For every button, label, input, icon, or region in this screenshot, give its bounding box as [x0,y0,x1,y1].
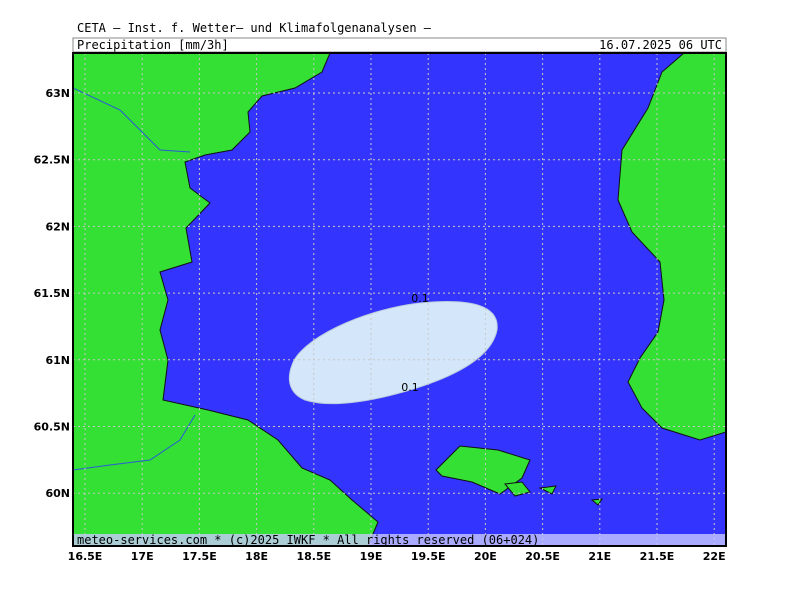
x-tick-label: 19E [360,550,383,563]
x-tick-label: 17.5E [182,550,217,563]
x-tick-label: 22E [703,550,726,563]
footer-strip [73,534,726,546]
y-tick-label: 61.5N [34,287,70,300]
x-tick-label: 19.5E [411,550,446,563]
y-tick-label: 60N [45,487,70,500]
y-tick-label: 62.5N [34,154,70,167]
contour-label: 0.1 [401,381,419,394]
land-sweden [73,53,379,546]
river [73,87,191,153]
x-tick-label: 18E [245,550,268,563]
x-tick-label: 20.5E [525,550,560,563]
land-finland [617,53,726,441]
footer-credit: meteo-services.com * (c)2025 IWKF * All … [77,533,539,547]
valid-time: 16.07.2025 06 UTC [599,38,722,52]
land-islet [504,481,604,506]
x-tick-label: 18.5E [296,550,331,563]
x-tick-label: 20E [474,550,497,563]
header-title: CETA — Inst. f. Wetter— und Klimafolgena… [77,21,432,35]
precipitation-area [288,300,498,405]
x-tick-label: 21.5E [640,550,675,563]
contour-label: 0.1 [411,292,429,305]
graticule [73,53,726,546]
y-tick-label: 61N [45,354,70,367]
tick-labels: 16.5E 17E 17.5E 18E 18.5E 19E 19.5E 20E 20.5E 21E… [34,87,726,563]
y-tick-label: 63N [45,87,70,100]
map-frame [72,52,727,547]
y-tick-label: 60.5N [34,421,70,434]
x-tick-label: 16.5E [68,550,103,563]
land-aland [435,445,531,495]
y-tick-label: 62N [45,220,70,233]
parameter-label: Precipitation [mm/3h] [77,38,229,52]
x-tick-label: 21E [588,550,611,563]
river [73,414,196,471]
x-tick-label: 17E [131,550,154,563]
map-area: 0.1 0.1 meteo-services.com * (c)2025 IWK… [73,53,726,547]
